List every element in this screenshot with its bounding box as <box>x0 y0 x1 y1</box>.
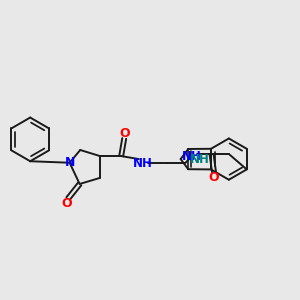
Text: NH: NH <box>190 153 210 166</box>
Text: O: O <box>61 197 72 210</box>
Text: O: O <box>119 127 130 140</box>
Text: NH: NH <box>182 150 202 163</box>
Text: O: O <box>209 171 219 184</box>
Text: NH: NH <box>133 157 153 170</box>
Text: N: N <box>64 156 75 169</box>
